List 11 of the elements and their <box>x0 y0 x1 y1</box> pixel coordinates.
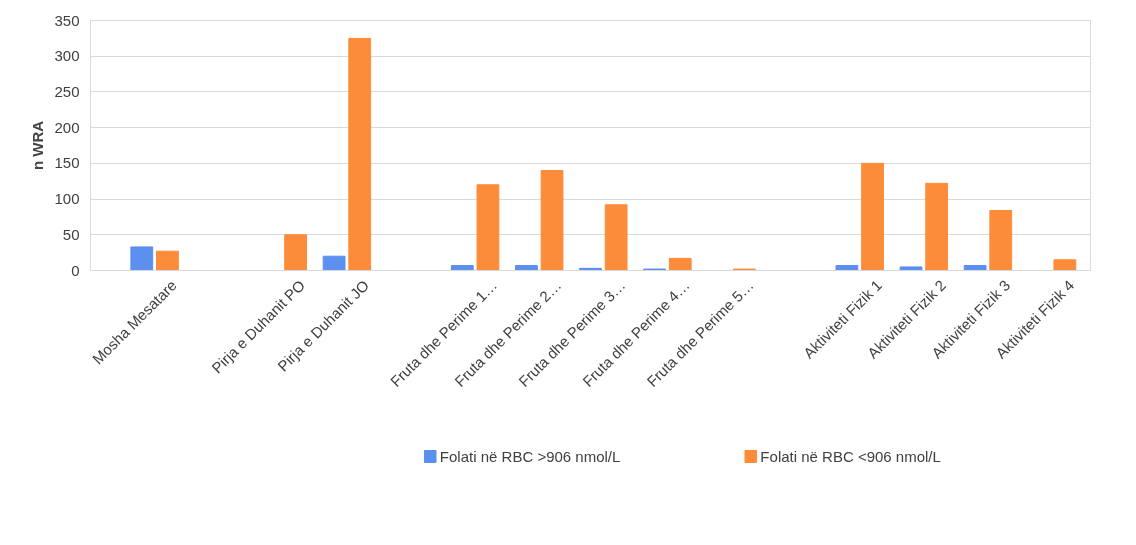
legend-label: Folati në RBC >906 nmol/L <box>439 448 621 465</box>
y-tick-label: 50 <box>62 225 80 243</box>
y-tick-label: 100 <box>54 190 80 208</box>
y-tick-label: 250 <box>54 82 80 100</box>
y-tick-label: 350 <box>54 11 80 29</box>
y-tick-label: 300 <box>54 47 80 65</box>
y-tick-label: 150 <box>54 154 80 172</box>
y-axis-title: n WRA <box>29 120 47 171</box>
legend-label: Folati në RBC <906 nmol/L <box>760 448 941 465</box>
y-tick-label: 200 <box>54 118 80 136</box>
y-tick-label: 0 <box>71 261 80 279</box>
